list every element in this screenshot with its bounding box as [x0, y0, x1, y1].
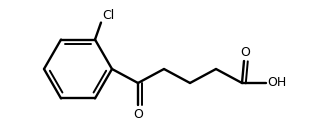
Text: O: O: [240, 46, 250, 59]
Text: O: O: [133, 108, 143, 121]
Text: Cl: Cl: [102, 9, 114, 22]
Text: OH: OH: [267, 76, 286, 90]
